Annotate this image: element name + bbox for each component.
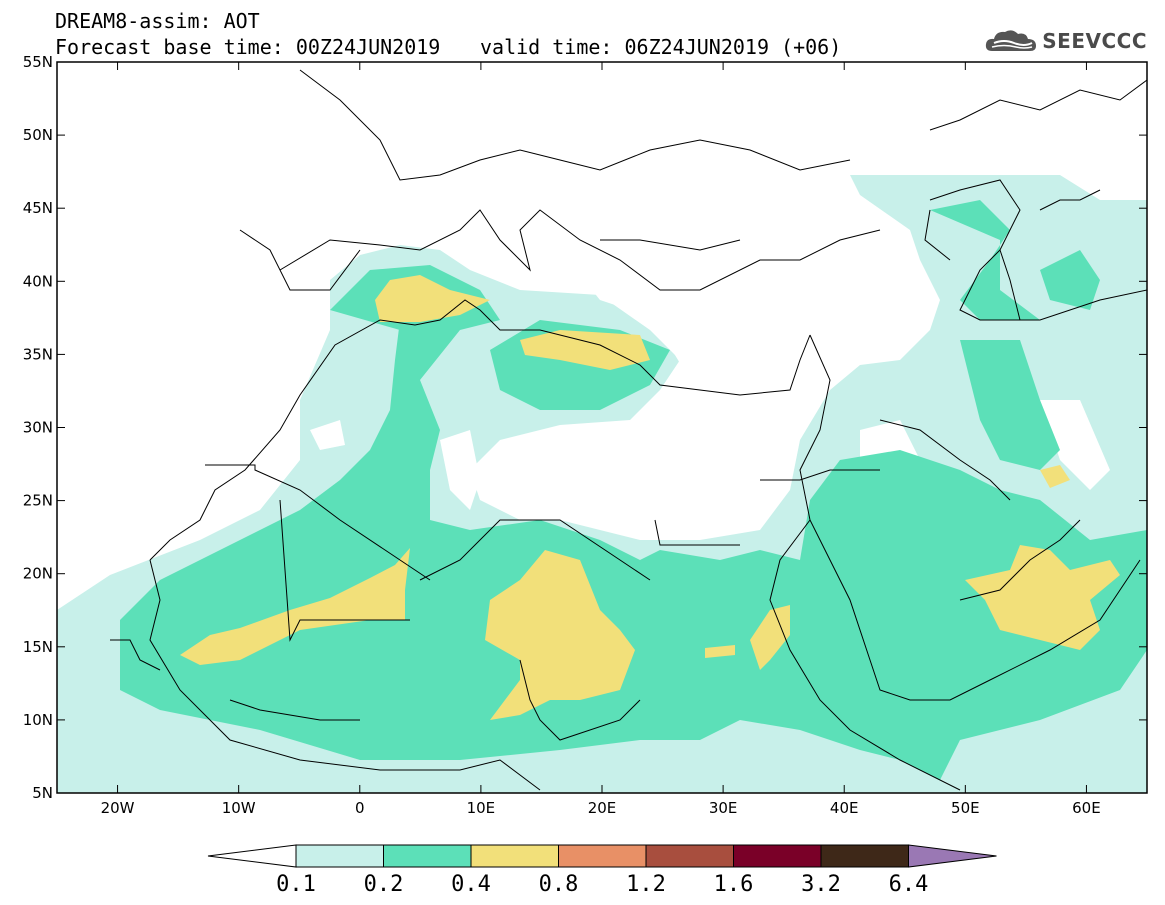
colorbar-segment	[295, 844, 384, 868]
colorbar-label: 1.6	[714, 872, 754, 897]
colorbar-label: 3.2	[801, 872, 841, 897]
seevccc-logo: SEEVCCC	[984, 26, 1147, 56]
colorbar-label: 1.2	[626, 872, 666, 897]
colorbar-segment	[733, 844, 822, 868]
lon-tick-label: 60E	[1072, 799, 1101, 817]
colorbar-label: 0.4	[451, 872, 491, 897]
colorbar-label: 0.1	[276, 872, 316, 897]
valid-time-text: valid time: 06Z24JUN2019 (+06)	[480, 35, 842, 59]
lat-tick-label: 40N	[23, 272, 53, 290]
lat-tick-label: 30N	[23, 419, 53, 437]
lon-tick-label: 40E	[830, 799, 859, 817]
lat-tick-label: 25N	[23, 492, 53, 510]
lon-tick-label: 20E	[588, 799, 617, 817]
lat-tick-label: 5N	[32, 784, 53, 802]
colorbar-segment	[820, 844, 909, 868]
colorbar-segment	[558, 844, 647, 868]
lon-tick-label: 20W	[101, 799, 135, 817]
lat-tick-label: 20N	[23, 565, 53, 583]
lon-tick-label: 0	[355, 799, 365, 817]
coastlines-borders	[110, 69, 1147, 791]
colorbar-label: 6.4	[889, 872, 929, 897]
colorbar-label: 0.8	[539, 872, 579, 897]
cloud-logo-icon	[986, 30, 1037, 51]
aot-level-0-4	[180, 275, 1120, 720]
lat-tick-label: 35N	[23, 345, 53, 363]
lat-tick-label: 10N	[23, 711, 53, 729]
map-title: DREAM8-assim: AOT	[55, 9, 260, 33]
forecast-base-time: Forecast base time: 00Z24JUN2019 valid ti…	[55, 35, 841, 59]
lon-tick-label: 50E	[951, 799, 980, 817]
lat-tick-label: 45N	[23, 199, 53, 217]
colorbar-segment	[645, 844, 734, 868]
aot-field	[57, 62, 1147, 793]
lat-tick-label: 55N	[23, 53, 53, 71]
colorbar-over-arrow	[908, 844, 997, 868]
base-time-text: Forecast base time: 00Z24JUN2019	[55, 35, 441, 59]
lon-tick-label: 30E	[709, 799, 738, 817]
colorbar: 0.1 0.2 0.4 0.8 1.2 1.6 3.2 6.4	[207, 844, 997, 897]
colorbar-under-arrow	[207, 844, 297, 868]
logo-text: SEEVCCC	[1042, 29, 1147, 53]
longitude-axis: 20W 10W 0 10E 20E 30E 40E 50E 60E	[101, 62, 1101, 817]
latitude-axis: 55N 50N 45N 40N 35N 30N 25N 20N 15N 10N 5N	[23, 53, 1147, 802]
lat-tick-label: 15N	[23, 638, 53, 656]
lat-tick-label: 50N	[23, 126, 53, 144]
colorbar-segment	[383, 844, 472, 868]
aot-clear-areas	[57, 62, 1147, 590]
colorbar-segment	[470, 844, 559, 868]
colorbar-label: 0.2	[364, 872, 404, 897]
lon-tick-label: 10W	[222, 799, 256, 817]
lon-tick-label: 10E	[467, 799, 496, 817]
